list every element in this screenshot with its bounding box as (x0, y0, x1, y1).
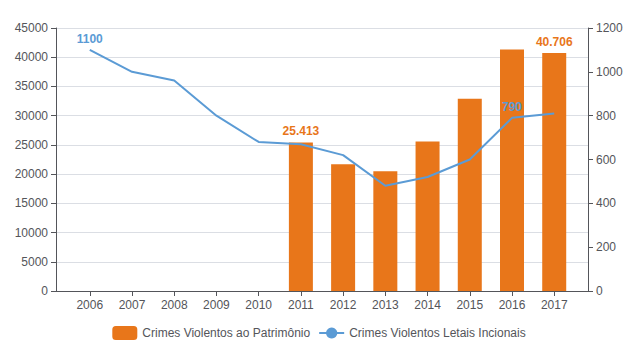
svg-text:0: 0 (41, 284, 48, 298)
svg-text:800: 800 (596, 109, 616, 123)
svg-text:2007: 2007 (119, 298, 146, 312)
svg-text:2014: 2014 (414, 298, 441, 312)
svg-text:1000: 1000 (596, 65, 623, 79)
svg-text:15000: 15000 (15, 196, 49, 210)
svg-text:790: 790 (502, 100, 522, 114)
svg-text:2006: 2006 (76, 298, 103, 312)
svg-text:2013: 2013 (372, 298, 399, 312)
svg-text:40.706: 40.706 (536, 35, 573, 49)
svg-text:2017: 2017 (541, 298, 568, 312)
svg-text:Crimes Violentos ao Patrimônio: Crimes Violentos ao Patrimônio (142, 326, 310, 340)
svg-text:600: 600 (596, 153, 616, 167)
svg-text:2009: 2009 (203, 298, 230, 312)
svg-text:2012: 2012 (330, 298, 357, 312)
svg-text:0: 0 (596, 284, 603, 298)
svg-text:400: 400 (596, 196, 616, 210)
svg-text:5000: 5000 (21, 255, 48, 269)
svg-text:20000: 20000 (15, 167, 49, 181)
svg-text:200: 200 (596, 240, 616, 254)
svg-text:35000: 35000 (15, 79, 49, 93)
svg-text:25000: 25000 (15, 138, 49, 152)
svg-text:2010: 2010 (245, 298, 272, 312)
svg-text:45000: 45000 (15, 21, 49, 35)
svg-text:2015: 2015 (456, 298, 483, 312)
svg-text:2008: 2008 (161, 298, 188, 312)
svg-text:1100: 1100 (77, 32, 103, 46)
svg-text:25.413: 25.413 (283, 124, 320, 138)
svg-text:30000: 30000 (15, 109, 49, 123)
svg-text:10000: 10000 (15, 226, 49, 240)
svg-text:1200: 1200 (596, 21, 623, 35)
svg-text:40000: 40000 (15, 50, 49, 64)
svg-text:Crimes Violentos Letais Incion: Crimes Violentos Letais Incionais (349, 326, 526, 340)
svg-text:2011: 2011 (288, 298, 314, 312)
svg-text:2016: 2016 (499, 298, 526, 312)
